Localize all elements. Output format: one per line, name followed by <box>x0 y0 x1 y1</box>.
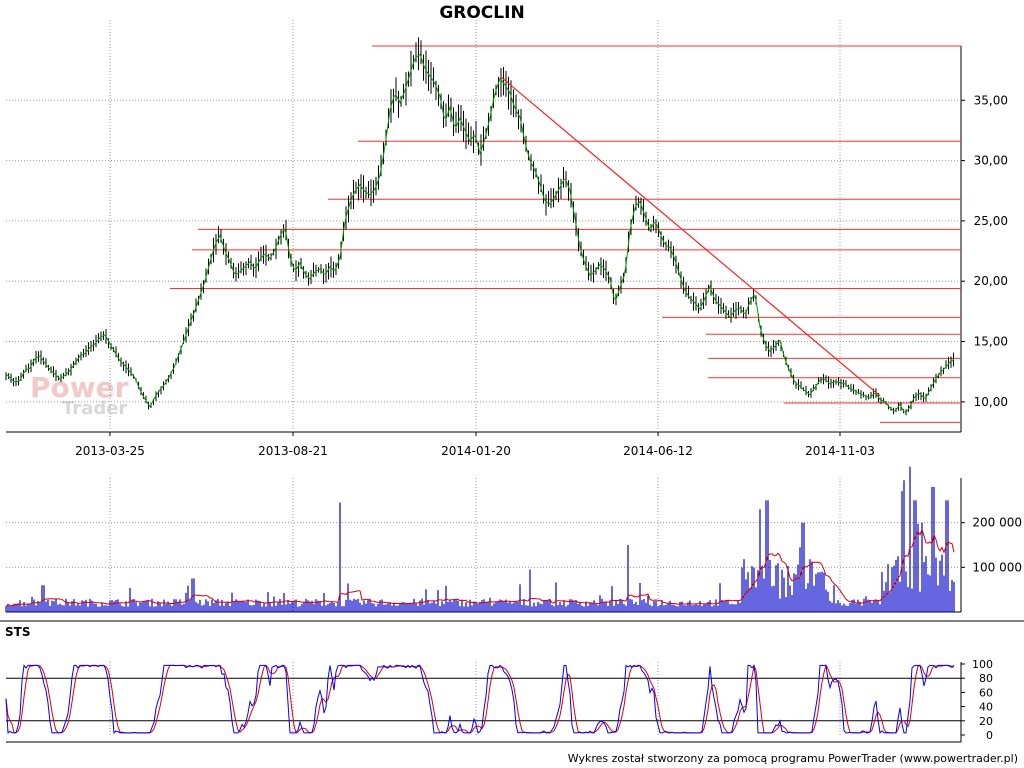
volume-tick-label: 100 000 <box>972 560 1022 574</box>
watermark-power: Power <box>30 371 129 404</box>
watermark-trader: Trader <box>62 398 127 419</box>
volume-ma-line <box>5 527 955 607</box>
close-price-line <box>5 53 955 414</box>
panel-frames <box>0 46 1024 743</box>
price-y-tick-label: 25,00 <box>974 214 1008 228</box>
oscillator-grid <box>6 662 961 735</box>
osc-tick-label: 0 <box>986 729 993 742</box>
footer-credit: Wykres został stworzony za pomocą progra… <box>568 752 1018 765</box>
price-y-tick-label: 10,00 <box>974 395 1008 409</box>
osc-tick-label: 60 <box>979 686 993 699</box>
osc-tick-label: 40 <box>979 701 993 714</box>
date-tick-label: 2013-03-25 <box>75 444 145 458</box>
support-resistance-lines <box>170 45 961 423</box>
price-y-axis: 10,00 15,00 20,00 25,00 30,00 35,00 <box>961 93 1008 409</box>
osc-tick-label: 100 <box>972 658 993 671</box>
date-tick-label: 2014-06-12 <box>623 444 693 458</box>
price-y-tick-label: 30,00 <box>974 154 1008 168</box>
osc-tick-label: 20 <box>979 715 993 728</box>
price-y-tick-label: 15,00 <box>974 335 1008 349</box>
price-y-tick-label: 35,00 <box>974 93 1008 107</box>
date-tick-label: 2013-08-21 <box>258 444 328 458</box>
down-trendline <box>499 75 881 397</box>
volume-bars <box>5 466 955 612</box>
osc-signal-line <box>5 664 954 734</box>
date-x-axis: 2013-03-25 2013-08-21 2014-01-20 2014-06-12… <box>75 432 875 458</box>
price-y-tick-label: 20,00 <box>974 274 1008 288</box>
date-tick-label: 2014-11-03 <box>805 444 875 458</box>
osc-main-line <box>5 664 955 734</box>
price-close-line <box>5 53 955 414</box>
volume-tick-label: 200 000 <box>972 516 1022 530</box>
oscillator-label: STS <box>5 625 30 639</box>
oscillator-lines <box>5 664 955 734</box>
osc-tick-label: 80 <box>979 672 993 685</box>
chart-title: GROCLIN <box>439 3 524 23</box>
volume-moving-average <box>5 527 955 607</box>
date-tick-label: 2014-01-20 <box>441 444 511 458</box>
volume-y-axis: 100 000 200 000 <box>961 516 1022 574</box>
trendline <box>499 75 881 397</box>
price-grid <box>6 20 961 432</box>
